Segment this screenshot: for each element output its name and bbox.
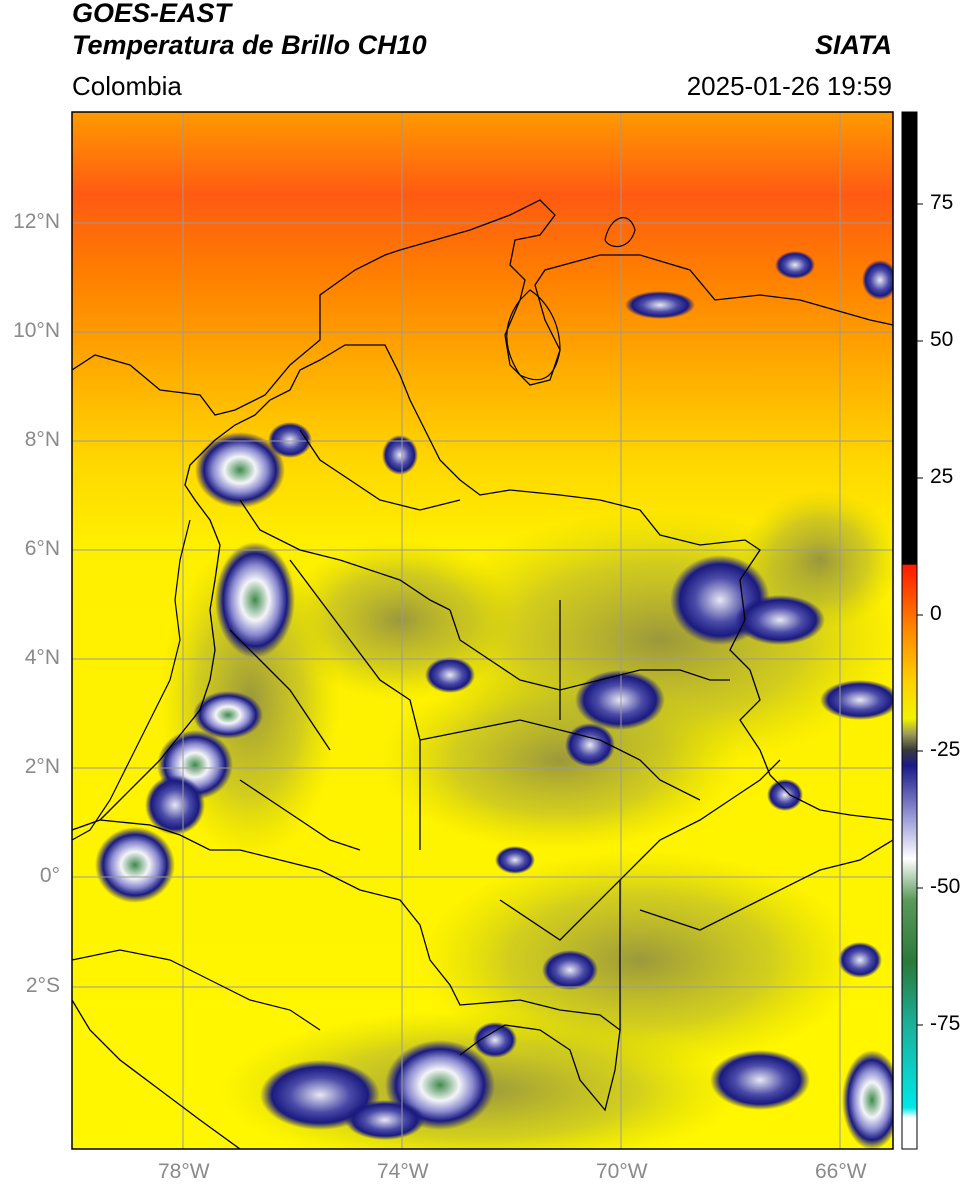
- lon-tick-74w: 74°W: [377, 1160, 429, 1183]
- map-frame: [71, 111, 894, 1150]
- datetime-label: 2025-01-26 19:59: [686, 71, 892, 101]
- colorbar-label-50: 50: [930, 328, 954, 351]
- lat-tick-12n: 12°N: [13, 210, 60, 233]
- colorbar: [901, 111, 918, 1150]
- lat-tick-4n: 4°N: [24, 646, 60, 669]
- lat-tick-2s: 2°S: [25, 974, 60, 997]
- lat-tick-6n: 6°N: [24, 537, 60, 560]
- colorbar-label-0: 0: [930, 602, 942, 625]
- colorbar-label-minus50: -50: [930, 875, 961, 898]
- colorbar-label-25: 25: [930, 465, 954, 488]
- lon-tick-78w: 78°W: [158, 1160, 210, 1183]
- coastline-features: [72, 217, 636, 1031]
- map-gridlines: [72, 112, 893, 1149]
- region-label: Colombia: [72, 71, 182, 101]
- product-title: Temperatura de Brillo CH10: [72, 30, 427, 60]
- colorbar-label-75: 75: [930, 191, 954, 214]
- colorbar-label-minus75: -75: [930, 1012, 961, 1035]
- political-borders: [72, 199, 893, 1149]
- lat-tick-8n: 8°N: [24, 428, 60, 451]
- lat-tick-0: 0°: [39, 864, 60, 887]
- colorbar-label-minus25: -25: [930, 738, 961, 761]
- lon-tick-66w: 66°W: [815, 1160, 867, 1183]
- lat-tick-10n: 10°N: [13, 319, 60, 342]
- colorbar-ticks: [917, 203, 923, 1026]
- agency-label: SIATA: [815, 30, 892, 60]
- lat-tick-2n: 2°N: [24, 755, 60, 778]
- convective-cells: [95, 251, 893, 1149]
- lon-tick-70w: 70°W: [596, 1160, 648, 1183]
- satellite-title: GOES-EAST: [72, 0, 232, 28]
